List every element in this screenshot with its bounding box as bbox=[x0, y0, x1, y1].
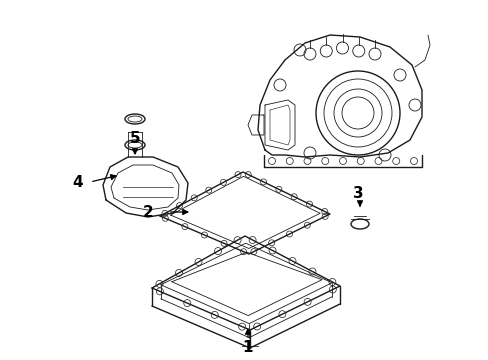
Text: 4: 4 bbox=[73, 175, 83, 189]
Text: 5: 5 bbox=[129, 131, 140, 145]
Text: 1: 1 bbox=[242, 339, 253, 355]
Text: 3: 3 bbox=[352, 185, 363, 201]
Text: 2: 2 bbox=[142, 204, 153, 220]
